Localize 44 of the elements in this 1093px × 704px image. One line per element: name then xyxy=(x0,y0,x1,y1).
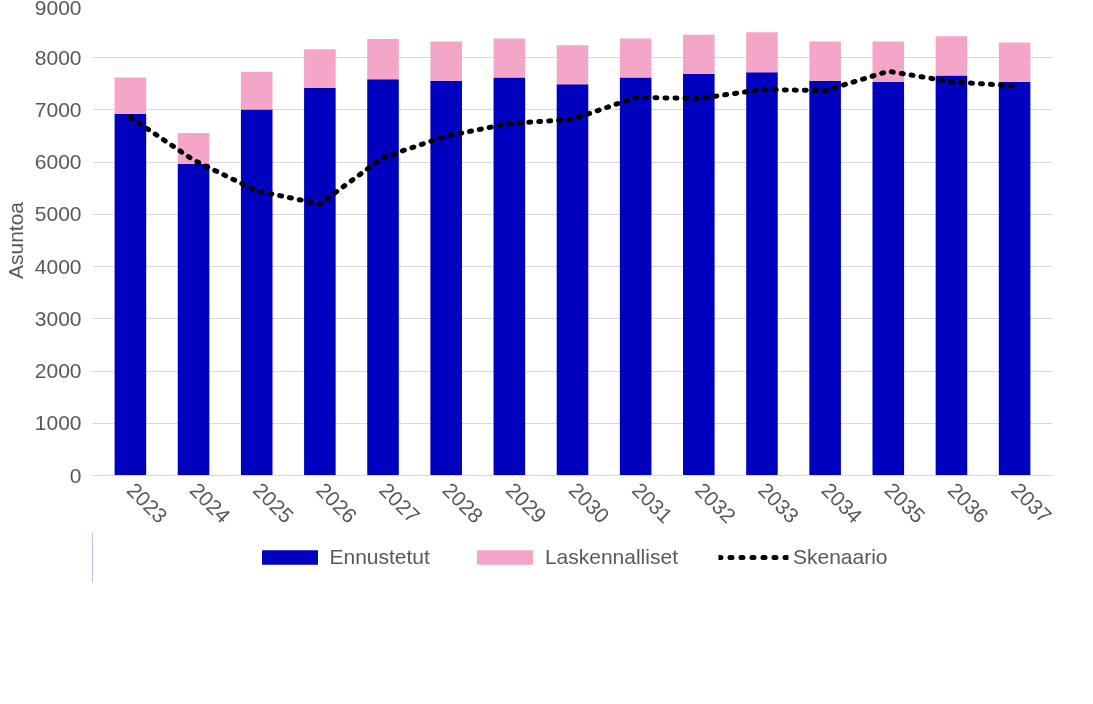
bar xyxy=(367,79,399,476)
legend-label: Laskennalliset xyxy=(544,545,678,569)
y-tick-label: 2000 xyxy=(34,359,82,383)
bar xyxy=(367,38,399,80)
bar xyxy=(935,75,968,476)
bar xyxy=(114,77,147,115)
bar xyxy=(304,49,336,89)
bar xyxy=(746,32,778,73)
bar xyxy=(872,81,905,476)
bar xyxy=(935,36,968,76)
y-tick-label: 9000 xyxy=(34,0,82,19)
bar xyxy=(556,45,589,85)
y-tick-label: 1000 xyxy=(34,411,82,435)
legend-label: Ennustetut xyxy=(329,545,430,569)
bar xyxy=(619,77,652,476)
bar xyxy=(683,34,715,74)
bar xyxy=(177,132,210,164)
bar xyxy=(683,73,715,476)
bar xyxy=(304,88,336,476)
bar xyxy=(430,41,462,81)
y-tick-label: 0 xyxy=(69,463,82,487)
bar xyxy=(240,71,273,110)
bar xyxy=(430,80,462,476)
bar xyxy=(619,38,652,78)
bar xyxy=(493,77,526,476)
bar xyxy=(556,84,589,476)
bar xyxy=(998,42,1031,82)
y-axis-title: Asuntoa xyxy=(3,201,27,280)
bar xyxy=(746,72,778,476)
y-tick-label: 6000 xyxy=(34,150,82,174)
y-tick-label: 3000 xyxy=(34,306,82,330)
y-tick-label: 4000 xyxy=(34,254,82,278)
bar xyxy=(809,41,841,81)
y-tick-label: 8000 xyxy=(34,45,82,69)
legend-label: Skenaario xyxy=(792,545,888,569)
bar xyxy=(240,109,273,476)
bar xyxy=(493,38,526,78)
bar xyxy=(114,114,147,476)
bar xyxy=(809,80,841,476)
y-tick-label: 7000 xyxy=(34,97,82,121)
y-tick-label: 5000 xyxy=(34,202,82,226)
bar xyxy=(177,163,210,476)
bar xyxy=(998,81,1031,476)
bar xyxy=(872,41,905,82)
